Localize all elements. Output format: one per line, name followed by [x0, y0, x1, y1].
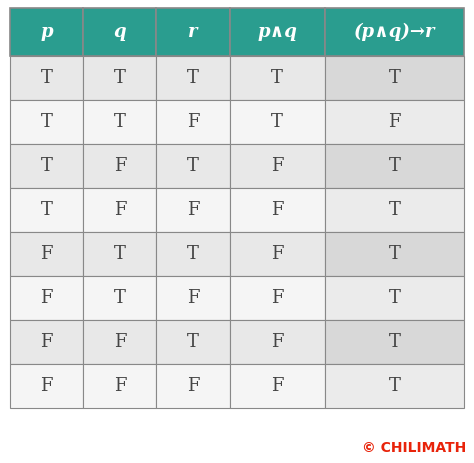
Bar [10, 232, 83, 276]
Text: T: T [114, 69, 126, 87]
Bar [10, 188, 83, 232]
Text: T: T [114, 289, 126, 307]
Text: T: T [389, 289, 401, 307]
Text: F: F [271, 157, 283, 175]
Bar [230, 320, 325, 364]
Text: T: T [271, 113, 283, 131]
Bar [10, 100, 83, 144]
Text: T: T [271, 69, 283, 87]
Bar [156, 188, 230, 232]
Bar [230, 364, 325, 408]
Bar [156, 232, 230, 276]
Text: T: T [389, 333, 401, 351]
Text: T: T [41, 201, 53, 219]
Bar [156, 364, 230, 408]
Text: F: F [114, 377, 126, 395]
Bar [83, 232, 156, 276]
Text: © CHILIMATH: © CHILIMATH [362, 441, 466, 455]
Text: F: F [40, 377, 53, 395]
Bar [325, 276, 464, 320]
Bar [156, 320, 230, 364]
Text: T: T [389, 245, 401, 263]
Text: T: T [41, 157, 53, 175]
Bar [325, 100, 464, 144]
Bar [83, 188, 156, 232]
Bar [83, 320, 156, 364]
Text: F: F [40, 333, 53, 351]
Bar [83, 100, 156, 144]
Text: F: F [271, 201, 283, 219]
Bar [325, 364, 464, 408]
Text: T: T [389, 157, 401, 175]
Text: T: T [389, 377, 401, 395]
Text: T: T [389, 69, 401, 87]
Text: F: F [114, 157, 126, 175]
Text: F: F [388, 113, 401, 131]
Bar [230, 144, 325, 188]
Text: T: T [41, 69, 53, 87]
Text: T: T [41, 113, 53, 131]
Text: F: F [40, 289, 53, 307]
Text: F: F [187, 289, 199, 307]
Text: r: r [188, 23, 198, 41]
Bar [83, 8, 156, 56]
Bar [156, 276, 230, 320]
Bar [83, 276, 156, 320]
Bar [83, 364, 156, 408]
Text: T: T [187, 333, 199, 351]
Text: T: T [389, 201, 401, 219]
Bar [10, 144, 83, 188]
Bar [230, 188, 325, 232]
Bar [230, 8, 325, 56]
Text: F: F [271, 377, 283, 395]
Text: T: T [187, 69, 199, 87]
Text: F: F [114, 333, 126, 351]
Text: T: T [114, 113, 126, 131]
Text: F: F [187, 377, 199, 395]
Text: T: T [187, 157, 199, 175]
Bar [10, 320, 83, 364]
Text: F: F [40, 245, 53, 263]
Bar [230, 56, 325, 100]
Text: p: p [40, 23, 53, 41]
Text: F: F [114, 201, 126, 219]
Bar [230, 100, 325, 144]
Text: T: T [114, 245, 126, 263]
Bar [10, 364, 83, 408]
Bar [325, 144, 464, 188]
Bar [10, 8, 83, 56]
Text: F: F [187, 113, 199, 131]
Bar [156, 100, 230, 144]
Bar [156, 144, 230, 188]
Text: F: F [271, 289, 283, 307]
Bar [325, 232, 464, 276]
Bar [325, 188, 464, 232]
Bar [325, 320, 464, 364]
Bar [325, 56, 464, 100]
Bar [156, 8, 230, 56]
Text: (p∧q)→r: (p∧q)→r [354, 23, 435, 41]
Bar [325, 8, 464, 56]
Text: T: T [187, 245, 199, 263]
Text: F: F [271, 245, 283, 263]
Bar [83, 144, 156, 188]
Bar [230, 232, 325, 276]
Bar [10, 56, 83, 100]
Text: q: q [114, 23, 126, 41]
Text: F: F [271, 333, 283, 351]
Bar [230, 276, 325, 320]
Text: p∧q: p∧q [257, 23, 297, 41]
Text: F: F [187, 201, 199, 219]
Bar [156, 56, 230, 100]
Bar [10, 276, 83, 320]
Bar [83, 56, 156, 100]
